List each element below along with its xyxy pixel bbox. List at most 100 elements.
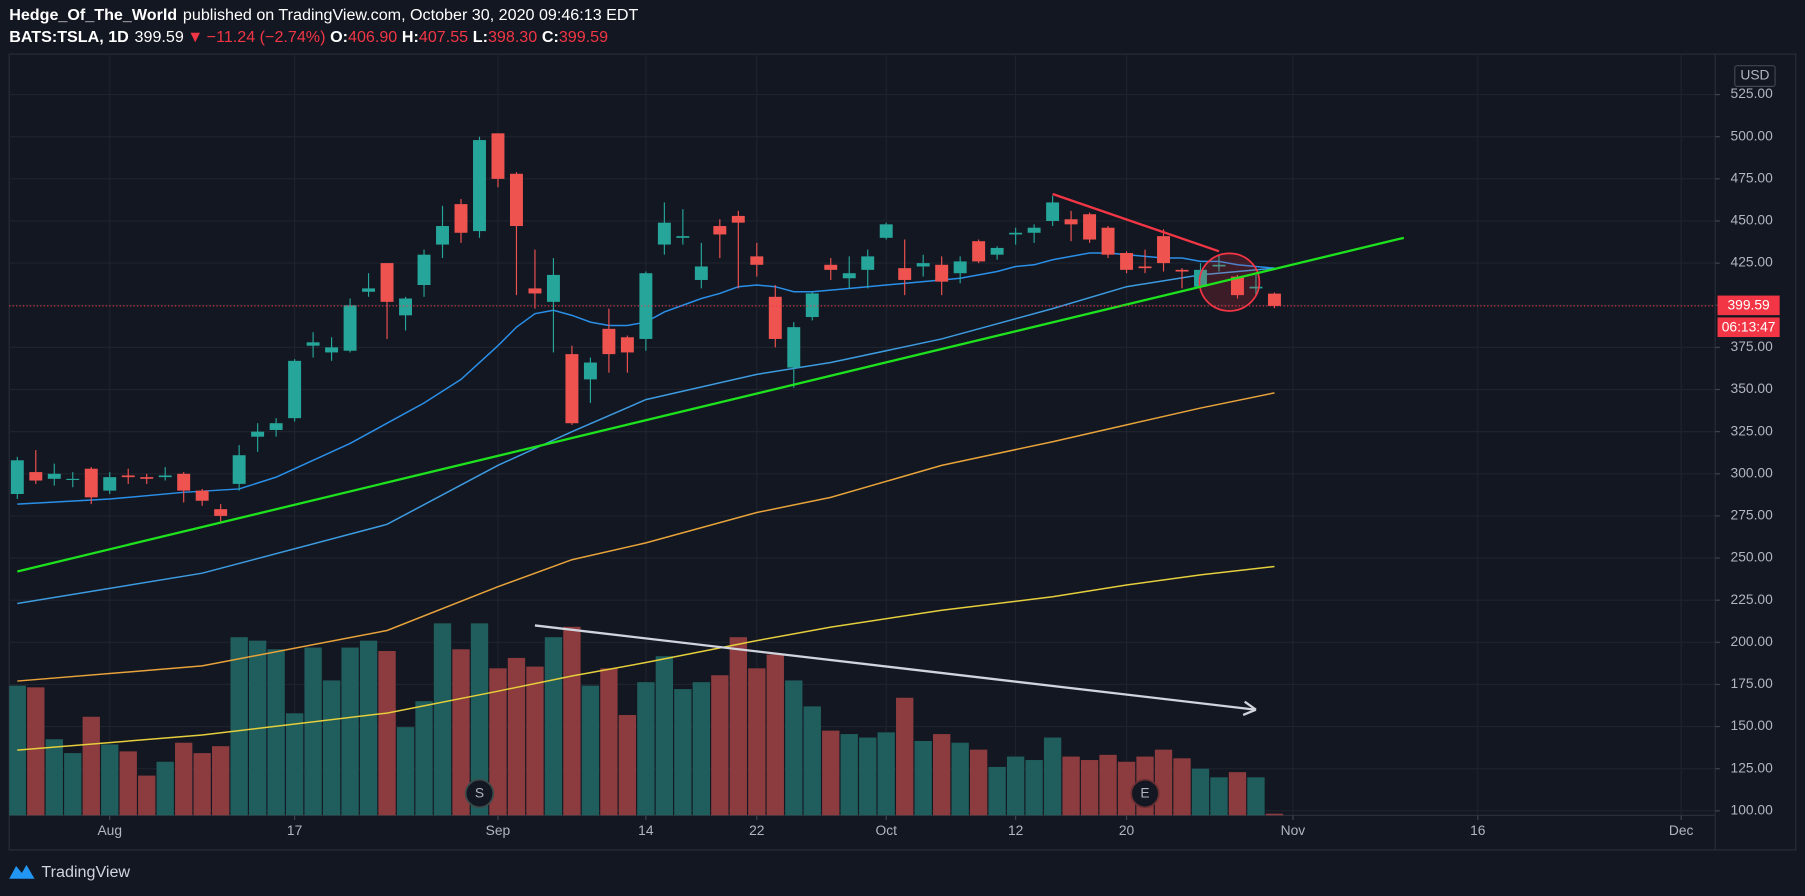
- candle-body: [195, 490, 209, 501]
- y-tick-label: 450.00: [1731, 212, 1774, 228]
- candle-body: [214, 509, 228, 516]
- y-tick-label: 225.00: [1731, 591, 1774, 607]
- drawing-layer: [17, 192, 1405, 716]
- event-marker: [1130, 778, 1160, 809]
- volume-bar: [230, 637, 248, 816]
- y-tick-label: 150.00: [1731, 717, 1774, 733]
- candle-body: [1138, 266, 1152, 269]
- volume-bar: [563, 626, 581, 816]
- arrow-head: [1244, 700, 1257, 711]
- volume-bar: [933, 734, 951, 816]
- candle-body: [1009, 232, 1023, 235]
- volume-bar: [1043, 737, 1062, 816]
- legend-price: 399.59: [135, 28, 184, 46]
- y-tick-label: 525.00: [1731, 85, 1774, 101]
- published: published on TradingView.com, October 30…: [183, 6, 639, 24]
- last-price-label: 399.59: [1727, 297, 1770, 313]
- candle-body: [565, 354, 579, 424]
- volume-bar: [951, 742, 969, 816]
- ohlc-value: 406.90: [348, 28, 397, 46]
- candle-body: [343, 305, 357, 351]
- volume-bar: [1025, 760, 1043, 816]
- volume-bar: [45, 739, 63, 816]
- volume-bar: [674, 689, 692, 816]
- currency-box: [1734, 65, 1776, 87]
- volume-bar: [729, 637, 747, 816]
- candle-body: [842, 273, 856, 279]
- volume-bar: [304, 647, 322, 816]
- y-tick-label: 325.00: [1731, 422, 1774, 438]
- arrow-head: [1242, 708, 1257, 716]
- volume-bar: [396, 727, 415, 816]
- volume-bar: [1099, 754, 1117, 816]
- candle-body: [879, 224, 893, 238]
- countdown-box: [1717, 317, 1780, 338]
- candle-body: [232, 455, 246, 484]
- moving-average: [17, 252, 1275, 505]
- moving-average: [17, 392, 1275, 682]
- x-tick-label: 17: [287, 822, 302, 838]
- grid: [9, 54, 1716, 816]
- candle-body: [84, 468, 98, 498]
- candle-body: [47, 473, 61, 479]
- legend-direction: ▼: [187, 28, 203, 46]
- candle-body: [1120, 252, 1134, 270]
- volume-bar: [1154, 749, 1173, 816]
- y-tick-label: 425.00: [1731, 254, 1774, 270]
- candle-body: [731, 215, 745, 223]
- ohlc-value: 399.59: [559, 28, 608, 46]
- trend-line: [1052, 192, 1220, 253]
- volume-bar: [267, 649, 285, 816]
- candle-body: [583, 362, 597, 380]
- volume-bar: [175, 742, 193, 816]
- candle-body: [491, 133, 505, 179]
- volume-bar: [470, 623, 489, 816]
- candle-body: [103, 477, 117, 491]
- candle-body: [436, 226, 449, 245]
- currency: USD: [1740, 67, 1769, 83]
- candle-body: [288, 360, 302, 419]
- x-tick-label: 12: [1008, 822, 1023, 838]
- volume-bar: [526, 666, 544, 816]
- volume-bar: [969, 749, 988, 816]
- y-tick-label: 250.00: [1731, 549, 1774, 565]
- volume-bar: [489, 668, 507, 816]
- event-marker: [464, 778, 495, 809]
- symbol: BATS:TSLA, 1D: [9, 28, 129, 46]
- volume-bar: [822, 730, 840, 816]
- volume-bar: [600, 668, 618, 816]
- y-tick-label: 175.00: [1731, 675, 1774, 691]
- x-tick-label: Sep: [486, 822, 511, 838]
- volume-bar: [896, 697, 914, 816]
- candle-body: [972, 241, 986, 262]
- volume-bar: [322, 680, 341, 816]
- volume-bar: [452, 649, 470, 816]
- volume-bar: [711, 675, 729, 816]
- volume-bar: [507, 657, 526, 816]
- volume-bar: [1265, 813, 1284, 816]
- volume-bar: [544, 637, 563, 816]
- candle-body: [121, 475, 135, 478]
- candle-body: [399, 298, 413, 316]
- y-tick-label: 275.00: [1731, 507, 1774, 523]
- volume-bar: [341, 647, 359, 816]
- candle-body: [898, 268, 912, 280]
- moving-average: [17, 267, 1275, 605]
- candle-body: [1212, 264, 1226, 267]
- footer-logo: [9, 864, 35, 879]
- volume-bar: [1080, 760, 1099, 816]
- volume-bar: [1062, 756, 1080, 816]
- x-tick-label: Aug: [97, 822, 122, 838]
- candle-body: [325, 347, 339, 353]
- y-tick-label: 200.00: [1731, 633, 1774, 649]
- x-tick-label: 20: [1119, 822, 1135, 838]
- volume-bar: [211, 746, 230, 816]
- volume-bar: [914, 740, 932, 816]
- candle-body: [1267, 293, 1281, 306]
- volume-bar: [766, 654, 784, 816]
- indicator-layer: [17, 252, 1275, 751]
- footer-brand: TradingView: [41, 863, 130, 881]
- last-price-box: [1717, 295, 1780, 316]
- volume-bar: [1191, 768, 1210, 816]
- candle-body: [417, 254, 431, 286]
